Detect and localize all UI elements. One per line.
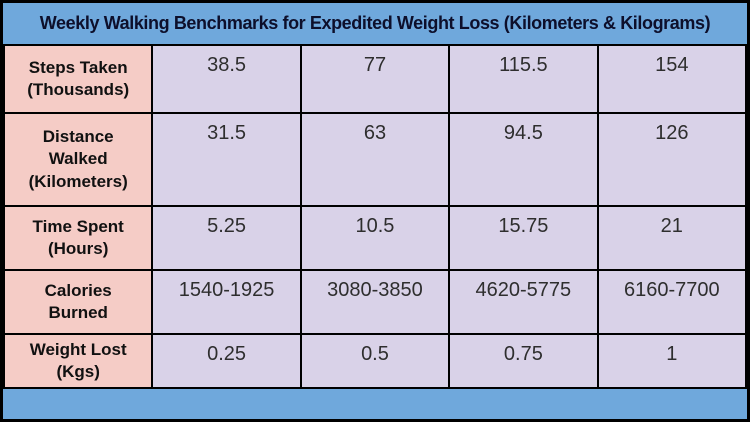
value-cell: 0.25	[151, 333, 302, 389]
value-cell: 3080-3850	[299, 269, 451, 335]
table-row: Steps Taken (Thousands) 38.5 77 115.5 15…	[3, 44, 747, 114]
value-cell: 4620-5775	[448, 269, 599, 335]
value-cell: 154	[596, 44, 747, 114]
table-row: Calories Burned 1540-1925 3080-3850 4620…	[3, 269, 747, 335]
value-cell: 0.5	[299, 333, 451, 389]
page-title: Weekly Walking Benchmarks for Expedited …	[39, 13, 711, 33]
value-cell: 1	[596, 333, 747, 389]
value-cell: 0.75	[448, 333, 599, 389]
value-cell: 77	[299, 44, 451, 114]
value-cell: 115.5	[448, 44, 599, 114]
value-cell: 5.25	[151, 205, 302, 271]
value-cell: 31.5	[151, 112, 302, 207]
table-row: Time Spent (Hours) 5.25 10.5 15.75 21	[3, 205, 747, 271]
table-row: Weight Lost (Kgs) 0.25 0.5 0.75 1	[3, 333, 747, 389]
value-cell: 10.5	[299, 205, 451, 271]
value-cell: 15.75	[448, 205, 599, 271]
value-cell: 63	[299, 112, 451, 207]
value-cell: 94.5	[448, 112, 599, 207]
value-cell: 1540-1925	[151, 269, 302, 335]
row-header-time-spent: Time Spent (Hours)	[3, 205, 154, 271]
title-bar: Weekly Walking Benchmarks for Expedited …	[3, 3, 747, 44]
value-cell: 126	[596, 112, 747, 207]
value-cell: 38.5	[151, 44, 302, 114]
table-row: Distance Walked (Kilometers) 31.5 63 94.…	[3, 112, 747, 207]
row-header-steps-taken: Steps Taken (Thousands)	[3, 44, 154, 114]
benchmark-table: Steps Taken (Thousands) 38.5 77 115.5 15…	[3, 44, 747, 389]
row-header-calories-burned: Calories Burned	[3, 269, 154, 335]
value-cell: 6160-7700	[596, 269, 747, 335]
value-cell: 21	[596, 205, 747, 271]
row-header-weight-lost: Weight Lost (Kgs)	[3, 333, 154, 389]
row-header-distance-walked: Distance Walked (Kilometers)	[3, 112, 154, 207]
